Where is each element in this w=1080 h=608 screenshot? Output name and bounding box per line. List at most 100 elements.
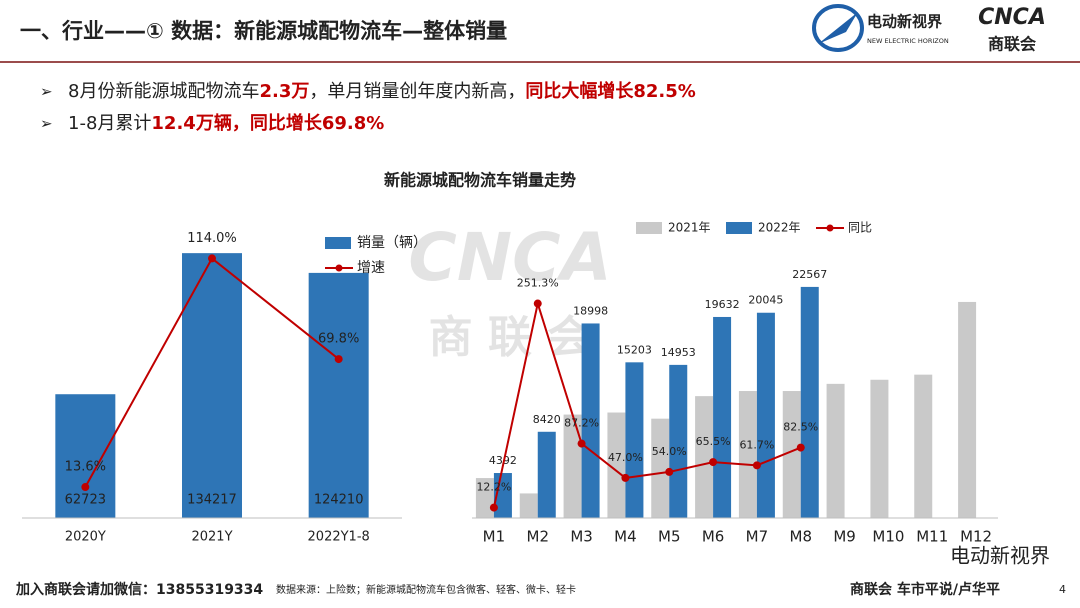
logo-mark (818, 12, 858, 44)
footer-source: 数据来源：上险数；新能源城配物流车包含微客、轻客、微卡、轻卡 (276, 583, 576, 596)
data-label: 8420 (533, 413, 561, 426)
x-tick-label: M8 (790, 528, 813, 546)
bullet-segment: ，单月销量创年度内新高， (309, 81, 525, 102)
line-marker (752, 461, 761, 470)
bar (55, 394, 116, 518)
bar (519, 493, 538, 518)
bullet-marker: ➢ (40, 83, 53, 101)
stamp: 电动新视界 (950, 544, 1050, 568)
data-label: 65.5% (696, 435, 731, 448)
legend-label: 增速 (357, 260, 385, 276)
legend-swatch (636, 222, 662, 234)
legend-label: 2021年 (668, 221, 711, 235)
bar (581, 323, 600, 518)
data-label: 13.6% (65, 460, 106, 475)
logo-text: CNCA (978, 5, 1046, 30)
line-marker (577, 439, 586, 448)
x-tick-label: M7 (746, 528, 769, 546)
legend-swatch (826, 224, 834, 232)
x-tick-label: M5 (658, 528, 681, 546)
data-label: 62723 (65, 493, 106, 508)
data-label: 15203 (617, 343, 652, 356)
line-marker (489, 503, 498, 512)
bullet-segment: ，同比增长69.8% (232, 112, 384, 134)
bar (563, 414, 582, 518)
line-marker (81, 483, 90, 492)
data-label: 134217 (187, 493, 237, 508)
data-label: 54.0% (652, 445, 687, 458)
x-tick-label: M2 (527, 528, 550, 546)
bar (695, 396, 714, 518)
x-tick-label: M10 (872, 528, 904, 546)
bar (738, 391, 757, 518)
legend-label: 2022年 (758, 221, 801, 235)
data-label: 61.7% (739, 438, 774, 451)
bullet-segment: 1-8月累计 (68, 113, 151, 134)
line-marker (334, 355, 343, 364)
logo-text: 电动新视界 (867, 13, 942, 31)
line-marker (621, 473, 630, 482)
x-tick-label: 2020Y (65, 530, 106, 545)
bar (308, 272, 369, 518)
bar (625, 362, 644, 518)
line-marker (208, 254, 216, 263)
bar (914, 374, 933, 518)
data-label: 47.0% (608, 451, 643, 464)
data-label: 124210 (314, 493, 364, 508)
data-label: 4392 (489, 454, 517, 467)
footer-brand: 商联会 车市平说/卢华平 (850, 581, 1000, 598)
chart-title: 新能源城配物流车销量走势 (384, 171, 576, 190)
watermark: 商 联 会 (429, 312, 592, 363)
x-tick-label: M9 (833, 528, 856, 546)
data-label: 114.0% (187, 231, 237, 246)
legend-swatch (325, 237, 351, 249)
data-label: 251.3% (517, 277, 559, 290)
x-tick-label: 2021Y (191, 530, 232, 545)
bar (537, 431, 556, 518)
bar (669, 364, 688, 518)
legend-label: 同比 (848, 221, 872, 235)
bar (756, 312, 775, 518)
bar (800, 286, 819, 518)
bullet: 1-8月累计12.4万辆，同比增长69.8% (68, 112, 384, 134)
bullet-segment: 同比大幅增长82.5% (525, 80, 695, 102)
legend-label: 销量（辆） (357, 235, 427, 251)
x-tick-label: M6 (702, 528, 725, 546)
line-marker (665, 467, 674, 476)
logo-subtext: NEW ELECTRIC HORIZON (867, 37, 949, 45)
bar (826, 383, 845, 518)
x-tick-label: M11 (916, 528, 948, 546)
data-label: 82.5% (783, 421, 818, 434)
bar (607, 412, 626, 518)
page-number: 4 (1059, 583, 1066, 596)
bullet: 8月份新能源城配物流车2.3万，单月销量创年度内新高，同比大幅增长82.5% (68, 80, 696, 102)
bar (475, 478, 494, 518)
line-marker (533, 299, 542, 308)
bar (782, 391, 801, 518)
bar (182, 253, 242, 518)
bar (713, 316, 732, 518)
data-label: 22567 (792, 268, 827, 281)
x-tick-label: M3 (570, 528, 593, 546)
data-label: 18998 (573, 304, 608, 317)
bullet-segment: 8月份新能源城配物流车 (68, 81, 259, 102)
x-tick-label: M1 (483, 528, 506, 546)
logo-mark (812, 4, 864, 52)
line-marker (796, 443, 805, 452)
data-label: 14953 (661, 346, 696, 359)
slide-title: 一、行业——① 数据：新能源城配物流车—整体销量 (20, 19, 507, 43)
data-label: 87.2% (564, 417, 599, 430)
legend-swatch (335, 264, 343, 272)
data-label: 69.8% (318, 332, 359, 347)
bar (651, 418, 670, 518)
watermark: CNCA (408, 219, 611, 296)
line-series (492, 299, 802, 508)
bar (958, 301, 977, 518)
x-tick-label: 2022Y1-8 (308, 530, 370, 545)
x-tick-label: M12 (960, 528, 992, 546)
legend-swatch (726, 222, 752, 234)
bullet-segment: 2.3万 (259, 81, 309, 102)
line-marker (709, 458, 718, 467)
x-tick-label: M4 (614, 528, 637, 546)
